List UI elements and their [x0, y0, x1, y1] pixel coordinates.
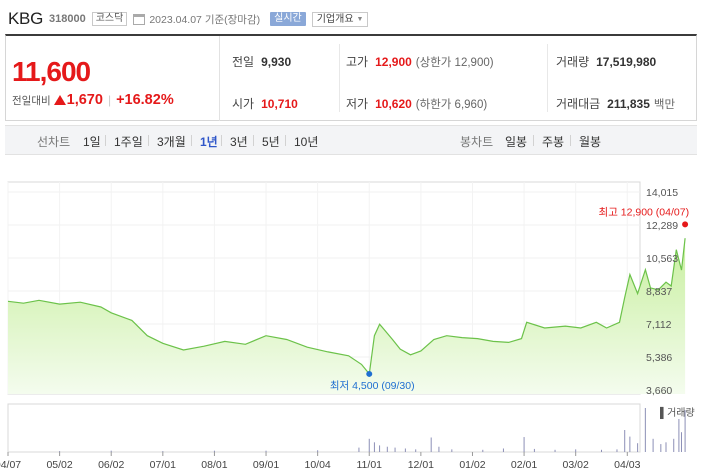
- change-amount: 1,670: [66, 92, 103, 108]
- y-axis: 14,015 12,289 10,563 8,837 7,112 5,386 3,660: [646, 187, 678, 397]
- x-tick-label: 12/01: [408, 459, 434, 471]
- high-price: 고가 12,900 (상한가 12,900): [346, 55, 494, 69]
- low-annotation: 최저 4,500 (09/30): [330, 380, 415, 392]
- y-tick-label: 8,837: [646, 286, 672, 298]
- divider: [547, 44, 548, 112]
- realtime-button[interactable]: 실시간: [270, 12, 306, 26]
- trade-amount: 거래대금 211,835 백만: [556, 97, 676, 111]
- chart-period-toolbar: 선차트 1일 1주일 3개월 1년 3년 5년 10년 봉차트 일봉 주봉 월봉: [5, 125, 697, 155]
- open-price: 시가 10,710: [232, 97, 298, 111]
- high-annotation: 최고 12,900 (04/07): [599, 206, 690, 218]
- price-area: [7, 238, 686, 394]
- company-overview-dropdown[interactable]: 기업개요 ▼: [311, 11, 369, 27]
- y-tick-label: 14,015: [646, 187, 678, 199]
- divider: [253, 135, 254, 146]
- y-tick-label: 3,660: [646, 385, 672, 397]
- price-line: [7, 238, 686, 376]
- low-marker: [366, 370, 373, 377]
- stock-header: KBG 318000 코스닥 2023.04.07 기준(장마감) 실시간 기업…: [8, 8, 369, 30]
- change-percent: +16.82%: [116, 92, 174, 108]
- x-tick-label: 11/01: [357, 459, 383, 471]
- divider: [148, 135, 149, 146]
- y-tick-label: 12,289: [646, 220, 678, 232]
- x-tick-label: 10/04: [305, 459, 331, 471]
- period-3y[interactable]: 3년: [230, 135, 248, 149]
- x-tick-label: 04/03: [614, 459, 640, 471]
- divider: [339, 44, 340, 112]
- x-tick-label: 02/01: [511, 459, 537, 471]
- period-5y[interactable]: 5년: [262, 135, 280, 149]
- volume-bars: ▌거래량: [59, 406, 695, 452]
- change-label: 전일대비: [12, 95, 51, 107]
- divider: |: [107, 93, 112, 107]
- x-tick-label: 08/01: [201, 459, 227, 471]
- candle-monthly[interactable]: 월봉: [579, 135, 602, 149]
- line-chart-label[interactable]: 선차트: [37, 135, 71, 149]
- current-price-panel: 11,600 전일대비 1,670 | +16.82%: [6, 36, 220, 121]
- candle-weekly[interactable]: 주봉: [542, 135, 565, 149]
- volume: 거래량 17,519,980: [556, 55, 657, 69]
- divider: [105, 135, 106, 146]
- x-tick-label: 06/02: [98, 459, 124, 471]
- stock-code: 318000: [49, 13, 86, 25]
- x-tick-label: 09/01: [253, 459, 279, 471]
- divider: [221, 135, 222, 146]
- basis-date: 2023.04.07 기준(장마감): [149, 13, 261, 26]
- candle-daily[interactable]: 일봉: [505, 135, 528, 149]
- current-price: 11,600: [12, 56, 91, 87]
- period-1y[interactable]: 1년: [200, 135, 218, 149]
- y-tick-label: 10,563: [646, 253, 678, 265]
- volume-area: [7, 403, 641, 453]
- x-tick-label: 01/02: [459, 459, 485, 471]
- x-axis: 04/07 05/02 06/02 07/01 08/01 09/01 10/04 11/01…: [0, 452, 641, 471]
- price-chart[interactable]: 14,015 12,289 10,563 8,837 7,112 5,386 3,660 최…: [0, 180, 702, 471]
- period-3m[interactable]: 3개월: [157, 135, 186, 149]
- stock-name: KBG: [8, 9, 44, 28]
- chevron-down-icon: ▼: [356, 15, 364, 23]
- divider: [570, 135, 571, 146]
- x-tick-label: 07/01: [150, 459, 176, 471]
- divider: [533, 135, 534, 146]
- divider: [285, 135, 286, 146]
- price-area-fill: [8, 238, 686, 394]
- x-tick-label: 04/07: [0, 459, 21, 471]
- chart-annotations: 최고 12,900 (04/07) 최저 4,500 (09/30): [330, 206, 689, 392]
- divider: [191, 135, 192, 146]
- price-summary: 11,600 전일대비 1,670 | +16.82% 전일 9,930 고가 12…: [5, 34, 697, 121]
- period-1d[interactable]: 1일: [83, 135, 101, 149]
- period-10y[interactable]: 10년: [294, 135, 319, 149]
- high-marker: [682, 221, 689, 228]
- y-tick-label: 7,112: [646, 319, 672, 331]
- x-tick-label: 05/02: [46, 459, 72, 471]
- x-tick-label: 03/02: [563, 459, 589, 471]
- period-1w[interactable]: 1주일: [114, 135, 143, 149]
- candle-chart-label[interactable]: 봉차트: [460, 135, 494, 149]
- low-price: 저가 10,620 (하한가 6,960): [346, 97, 488, 111]
- y-tick-label: 5,386: [646, 352, 672, 364]
- market-badge: 코스닥: [91, 12, 128, 26]
- volume-label: ▌거래량: [660, 406, 695, 420]
- calendar-icon: [133, 13, 146, 25]
- price-change: 전일대비 1,670 | +16.82%: [12, 92, 174, 108]
- prev-close: 전일 9,930: [232, 55, 292, 69]
- up-triangle-icon: [53, 95, 66, 105]
